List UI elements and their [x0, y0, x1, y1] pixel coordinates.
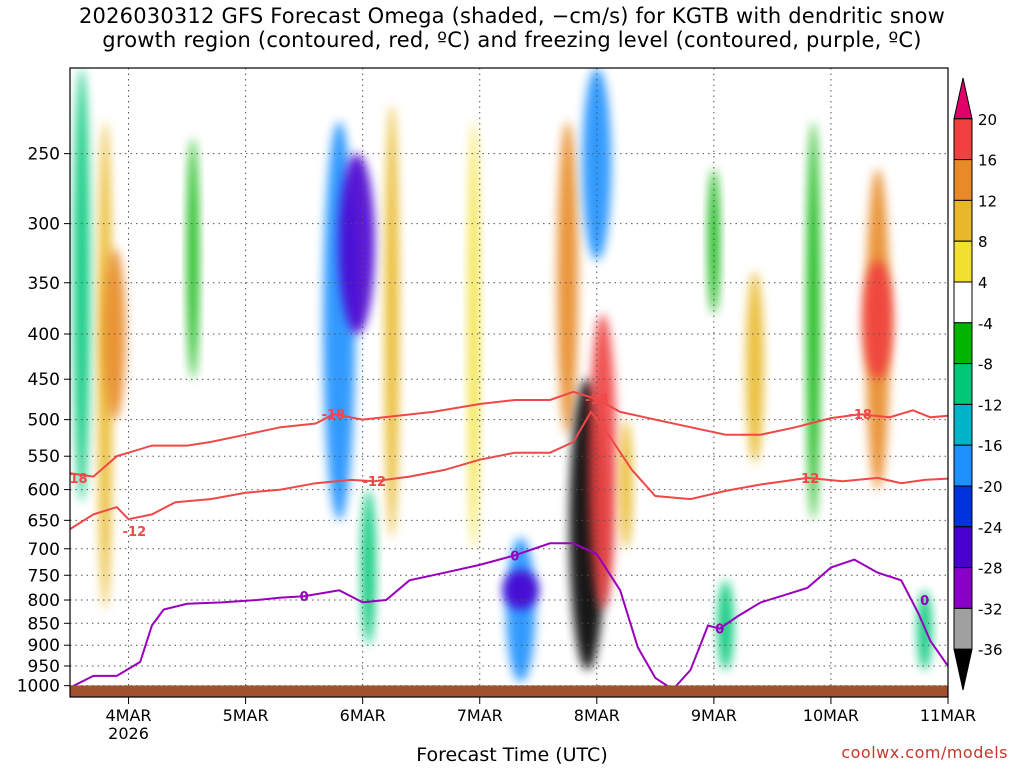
x-tick-label-8mar: 8MAR — [574, 706, 620, 725]
colorbar-box — [953, 485, 973, 528]
credit-text: coolwx.com/models — [841, 743, 1008, 762]
y-tick-label-650: 650 — [28, 511, 60, 531]
colorbar-label: -32 — [978, 600, 1003, 618]
colorbar-box — [953, 403, 973, 446]
contour-label-dgz-minus18-0: -18 — [64, 472, 88, 487]
omega-cell-5mar-sink — [187, 137, 199, 380]
colorbar-cap-bottom — [953, 648, 973, 691]
colorbar-label: 8 — [978, 233, 988, 251]
contour-label-dgz-minus12-0: -12 — [123, 525, 147, 540]
contour-label-dgz-minus18-2: -18 — [585, 393, 609, 408]
omega-shading-layer — [73, 68, 932, 682]
x-tick-label-4mar: 4MAR — [106, 706, 152, 725]
colorbar-box — [953, 240, 973, 283]
x-tick-label-11mar: 11MAR — [920, 706, 976, 725]
omega-cell-8mar-upward-column — [589, 314, 617, 610]
colorbar-label: 12 — [978, 192, 997, 210]
y-tick-label-500: 500 — [28, 411, 60, 431]
omega-cell-6mar-upward — [384, 104, 400, 538]
colorbar-label: -8 — [978, 356, 993, 374]
contour-layer: -18 -18 -18 -18 -12 -12 -12 0 0 0 0 — [64, 390, 948, 691]
y-tick-label-300: 300 — [28, 215, 60, 235]
omega-cell-8mar-upper-sink — [582, 68, 612, 261]
colorbar-label: -4 — [978, 315, 993, 333]
y-axis: 2503003504004505005506006507007508008509… — [17, 145, 70, 697]
x-tick-label-7mar: 7MAR — [457, 706, 503, 725]
terrain-fill — [70, 685, 948, 697]
contour-label-freezing-level-3: 0 — [920, 594, 929, 609]
colorbar: -36 -32 -28 -24 -20 -16 -12 -8 -4 4 8 12 16 20 — [953, 77, 1003, 691]
colorbar-cap-top — [953, 77, 973, 120]
terrain-layer — [70, 685, 948, 697]
omega-cell-9mar-upper-sink — [708, 168, 720, 315]
colorbar-label: -28 — [978, 560, 1003, 578]
y-tick-label-550: 550 — [28, 447, 60, 467]
colorbar-box — [953, 199, 973, 242]
x-tick-label-9mar: 9MAR — [691, 706, 737, 725]
plot-frame — [69, 67, 949, 698]
contour-label-dgz-minus12-2: -12 — [796, 472, 820, 487]
omega-cell-8mar-upward-east — [619, 419, 633, 549]
omega-cell-6mar-core — [338, 153, 375, 335]
x-tick-sublabel-4mar: 2026 — [108, 724, 149, 743]
colorbar-label: 4 — [978, 274, 988, 292]
chart-title-line1: 2026030312 GFS Forecast Omega (shaded, −… — [78, 4, 946, 28]
y-tick-label-400: 400 — [28, 325, 60, 345]
omega-cell-10mar-sink — [806, 121, 820, 521]
colorbar-label: 16 — [978, 152, 997, 170]
contour-dgz-minus12 — [70, 410, 948, 530]
colorbar-box — [953, 363, 973, 405]
colorbar-label: -16 — [978, 437, 1003, 455]
y-tick-label-1000: 1000 — [17, 677, 60, 697]
contour-label-freezing-level-2: 0 — [715, 623, 724, 638]
chart-title-line2: growth region (contoured, red, ºC) and f… — [102, 28, 922, 52]
contour-label-freezing-level-0: 0 — [300, 590, 309, 605]
colorbar-box — [953, 159, 973, 201]
omega-cell-7mar-low-core — [502, 570, 539, 610]
contour-label-dgz-minus18-1: -18 — [322, 408, 346, 423]
colorbar-label: -12 — [978, 396, 1003, 414]
y-tick-label-350: 350 — [28, 274, 60, 294]
colorbar-label: -36 — [978, 641, 1003, 659]
contour-label-dgz-minus12-1: -12 — [363, 475, 387, 490]
omega-cell-11mar-lower-sink — [917, 590, 932, 670]
contour-label-freezing-level-1: 0 — [510, 549, 519, 564]
colorbar-box — [953, 607, 973, 650]
y-tick-label-700: 700 — [28, 540, 60, 560]
contour-freezing-level — [70, 542, 948, 691]
colorbar-label: -20 — [978, 478, 1003, 496]
omega-cell-7mar-upward — [468, 121, 480, 549]
y-tick-label-900: 900 — [28, 636, 60, 656]
colorbar-box — [953, 118, 973, 161]
contour-dgz-minus18 — [70, 390, 948, 478]
grid-layer — [70, 68, 949, 697]
y-tick-label-450: 450 — [28, 370, 60, 390]
colorbar-label: 20 — [978, 111, 997, 129]
colorbar-box — [953, 567, 973, 609]
y-tick-label-950: 950 — [28, 657, 60, 677]
y-tick-label-800: 800 — [28, 591, 60, 611]
x-tick-label-5mar: 5MAR — [223, 706, 269, 725]
omega-cell-6mar-lower-sink — [361, 489, 376, 646]
colorbar-box — [953, 526, 973, 569]
colorbar-label: -24 — [978, 519, 1003, 537]
contour-label-dgz-minus18-3: -18 — [848, 408, 872, 423]
colorbar-box — [953, 444, 973, 487]
colorbar-box — [953, 322, 973, 365]
x-tick-label-6mar: 6MAR — [340, 706, 386, 725]
omega-cell-9mar-upward — [746, 271, 764, 464]
omega-cell-4mar-west-sink — [73, 68, 90, 503]
y-tick-label-250: 250 — [28, 145, 60, 165]
x-tick-label-10mar: 10MAR — [803, 706, 859, 725]
omega-cell-8mar-upper-upward — [557, 121, 578, 435]
colorbar-box — [953, 281, 973, 324]
x-axis-label: Forecast Time (UTC) — [416, 744, 608, 766]
omega-cell-10mar-core — [862, 260, 893, 380]
y-tick-label-850: 850 — [28, 614, 60, 634]
y-tick-label-750: 750 — [28, 566, 60, 586]
y-tick-label-600: 600 — [28, 481, 60, 501]
